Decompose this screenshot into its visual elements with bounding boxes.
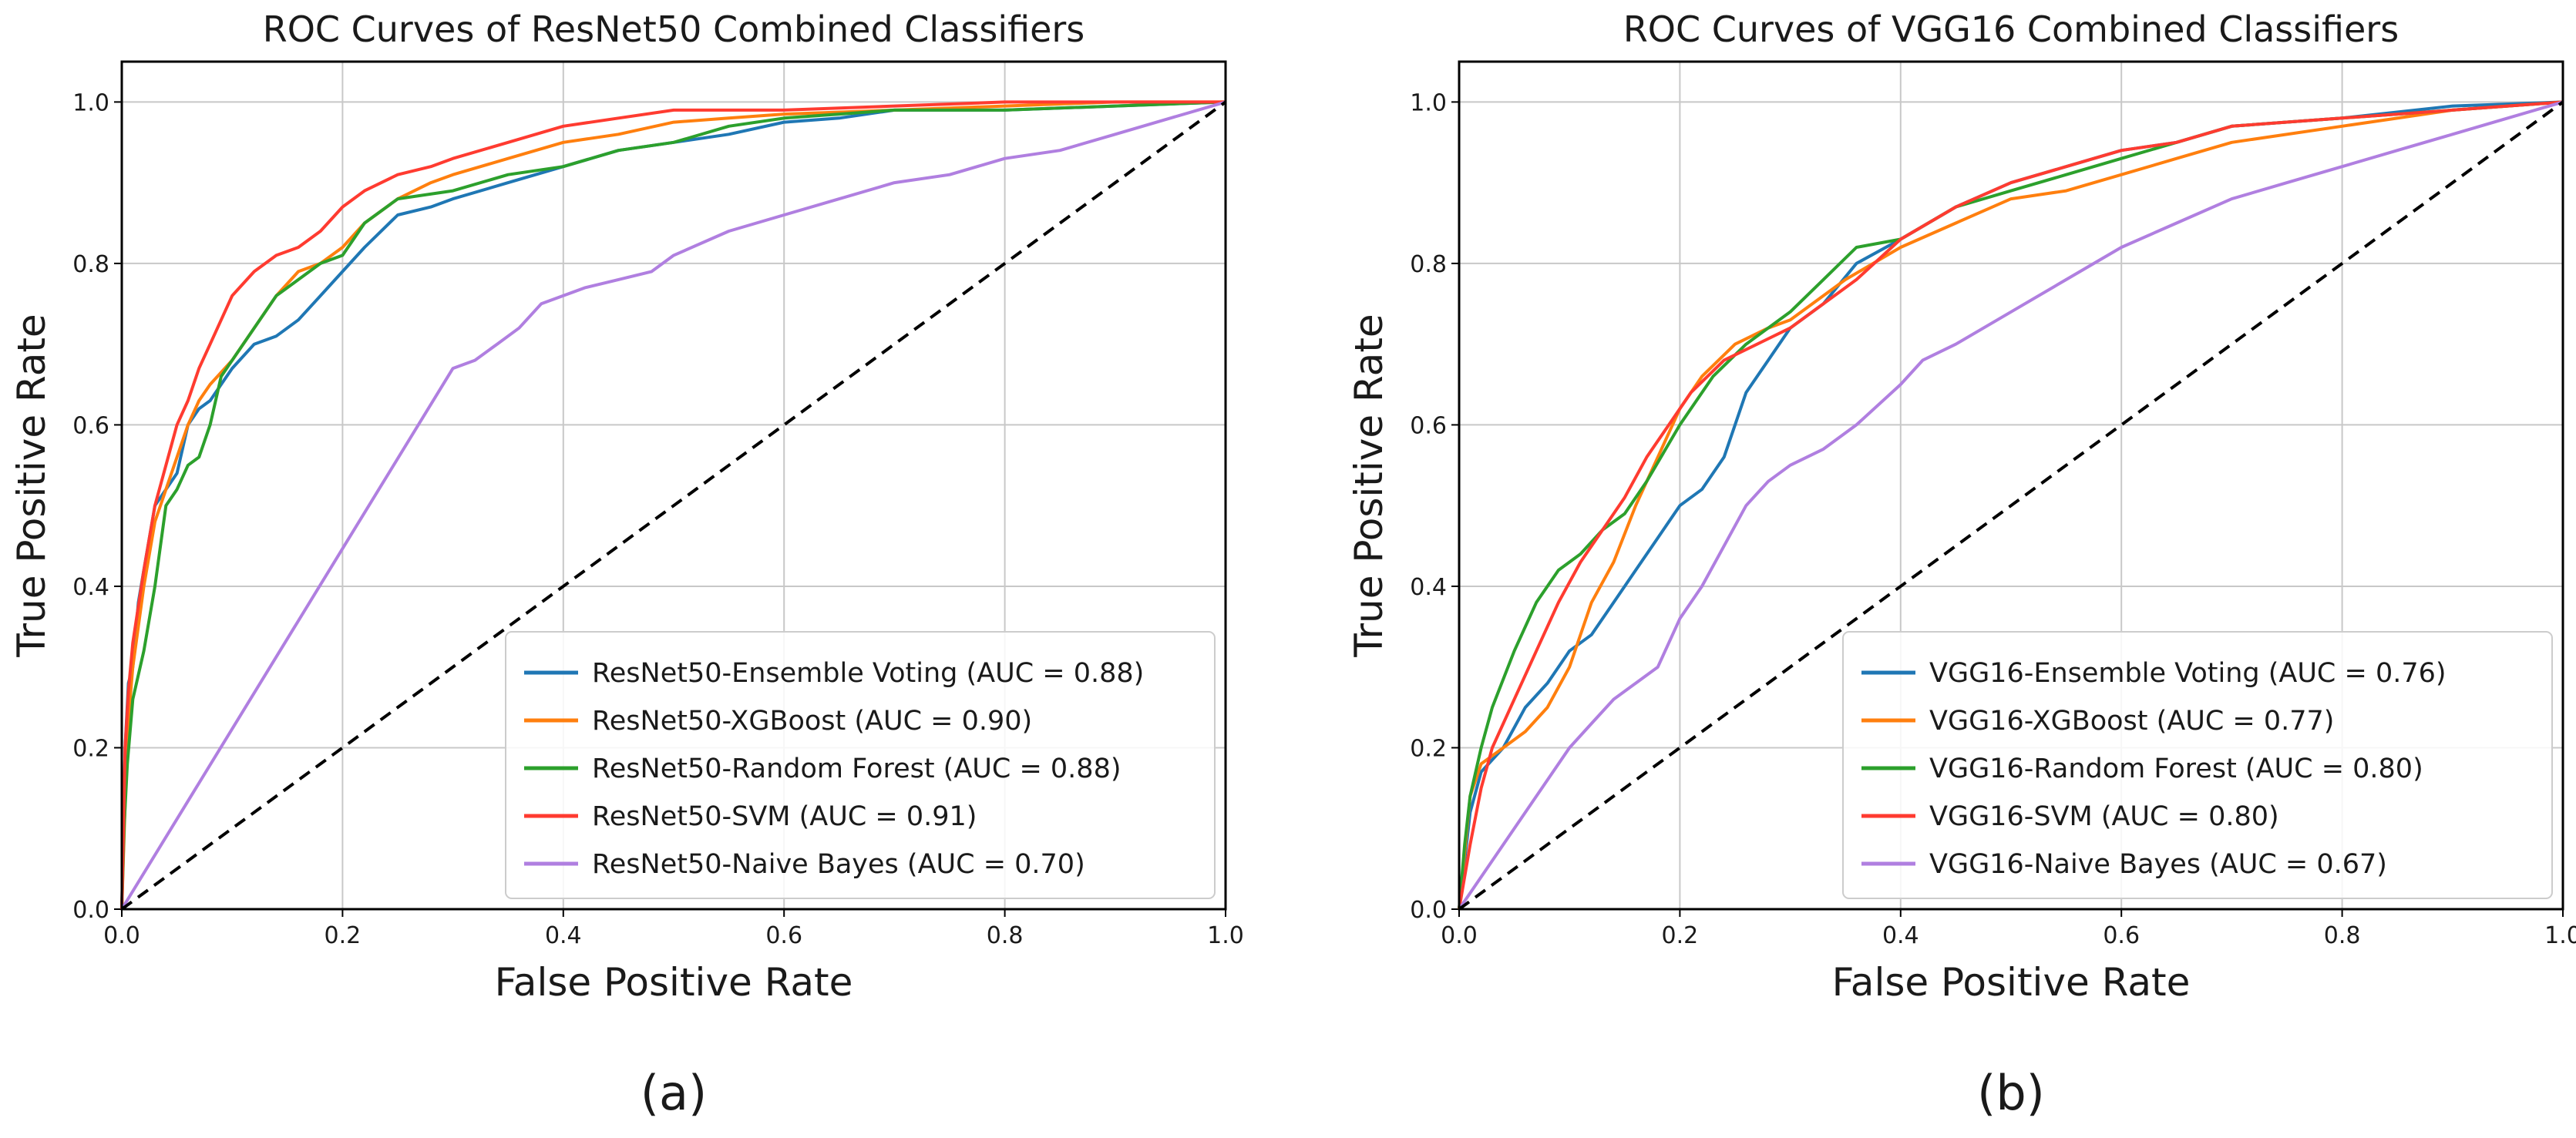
- x-tick-label: 0.8: [987, 922, 1024, 949]
- legend-entry: ResNet50-Naive Bayes (AUC = 0.70): [592, 849, 1085, 880]
- legend-box: [1842, 631, 2553, 899]
- series-line-2: [1458, 100, 2564, 910]
- chart-title: ROC Curves of VGG16 Combined Classifiers: [1623, 8, 2399, 50]
- x-tick-label: 1.0: [1207, 922, 1244, 949]
- chart-1: ROC Curves of VGG16 Combined Classifiers…: [1347, 8, 2576, 1005]
- legend-entry: ResNet50-Ensemble Voting (AUC = 0.88): [592, 658, 1144, 689]
- legend-entry: VGG16-XGBoost (AUC = 0.77): [1929, 706, 2334, 737]
- legend-entry: VGG16-Ensemble Voting (AUC = 0.76): [1929, 658, 2447, 689]
- y-tick-label: 1.0: [72, 89, 109, 116]
- x-tick-label: 0.4: [545, 922, 582, 949]
- plot-frame: [1458, 60, 2564, 911]
- y-tick-label: 0.8: [1410, 251, 1447, 278]
- y-tick-label: 0.4: [72, 574, 109, 601]
- y-tick-label: 0.4: [1410, 574, 1447, 601]
- series-line-4: [1458, 100, 2564, 911]
- x-tick-label: 0.2: [325, 922, 362, 949]
- x-tick-label: 0.6: [2103, 922, 2140, 949]
- x-tick-label: 0.0: [1441, 922, 1478, 949]
- x-tick-label: 0.6: [765, 922, 802, 949]
- y-axis-label: True Positive Rate: [1347, 314, 1391, 657]
- x-tick-label: 0.8: [2324, 922, 2361, 949]
- series-line-2: [120, 100, 1226, 910]
- y-tick-label: 0.6: [1410, 412, 1447, 439]
- panel-label: (b): [1977, 1065, 2045, 1121]
- y-tick-label: 0.0: [1410, 897, 1447, 924]
- series-line-1: [120, 100, 1226, 910]
- y-tick-label: 1.0: [1410, 89, 1447, 116]
- chart-0: ROC Curves of ResNet50 Combined Classifi…: [9, 8, 1244, 1005]
- legend-entry: VGG16-Random Forest (AUC = 0.80): [1929, 754, 2423, 784]
- legend: ResNet50-Ensemble Voting (AUC = 0.88) Res…: [505, 631, 1216, 899]
- series-line-4: [120, 100, 1226, 911]
- panel-label: (a): [641, 1065, 707, 1121]
- legend: VGG16-Ensemble Voting (AUC = 0.76) VGG16-…: [1842, 631, 2553, 899]
- x-axis-label: False Positive Rate: [1832, 960, 2191, 1005]
- x-tick-label: 0.0: [103, 922, 140, 949]
- legend-entry: ResNet50-SVM (AUC = 0.91): [592, 801, 977, 832]
- legend-entry: ResNet50-XGBoost (AUC = 0.90): [592, 706, 1032, 737]
- y-axis-label: True Positive Rate: [9, 314, 54, 657]
- plot-frame: [120, 60, 1227, 911]
- series-line-3: [120, 100, 1226, 910]
- legend-entry: VGG16-SVM (AUC = 0.80): [1929, 801, 2279, 832]
- x-tick-label: 0.4: [1882, 922, 1919, 949]
- series-line-1: [1458, 100, 2564, 910]
- y-tick-label: 0.2: [1410, 735, 1447, 762]
- legend-box: [505, 631, 1216, 899]
- x-tick-label: 1.0: [2544, 922, 2576, 949]
- chart-title: ROC Curves of ResNet50 Combined Classifi…: [263, 8, 1085, 50]
- x-tick-label: 0.2: [1662, 922, 1699, 949]
- x-axis-label: False Positive Rate: [495, 960, 853, 1005]
- chance-diagonal-line: [1458, 100, 2564, 911]
- y-tick-label: 0.8: [72, 251, 109, 278]
- series-line-3: [1458, 100, 2564, 910]
- y-tick-label: 0.2: [72, 735, 109, 762]
- chance-diagonal-line: [120, 100, 1227, 911]
- y-tick-label: 0.6: [72, 412, 109, 439]
- y-tick-label: 0.0: [72, 897, 109, 924]
- legend-entry: ResNet50-Random Forest (AUC = 0.88): [592, 754, 1122, 784]
- legend-entry: VGG16-Naive Bayes (AUC = 0.67): [1929, 849, 2387, 880]
